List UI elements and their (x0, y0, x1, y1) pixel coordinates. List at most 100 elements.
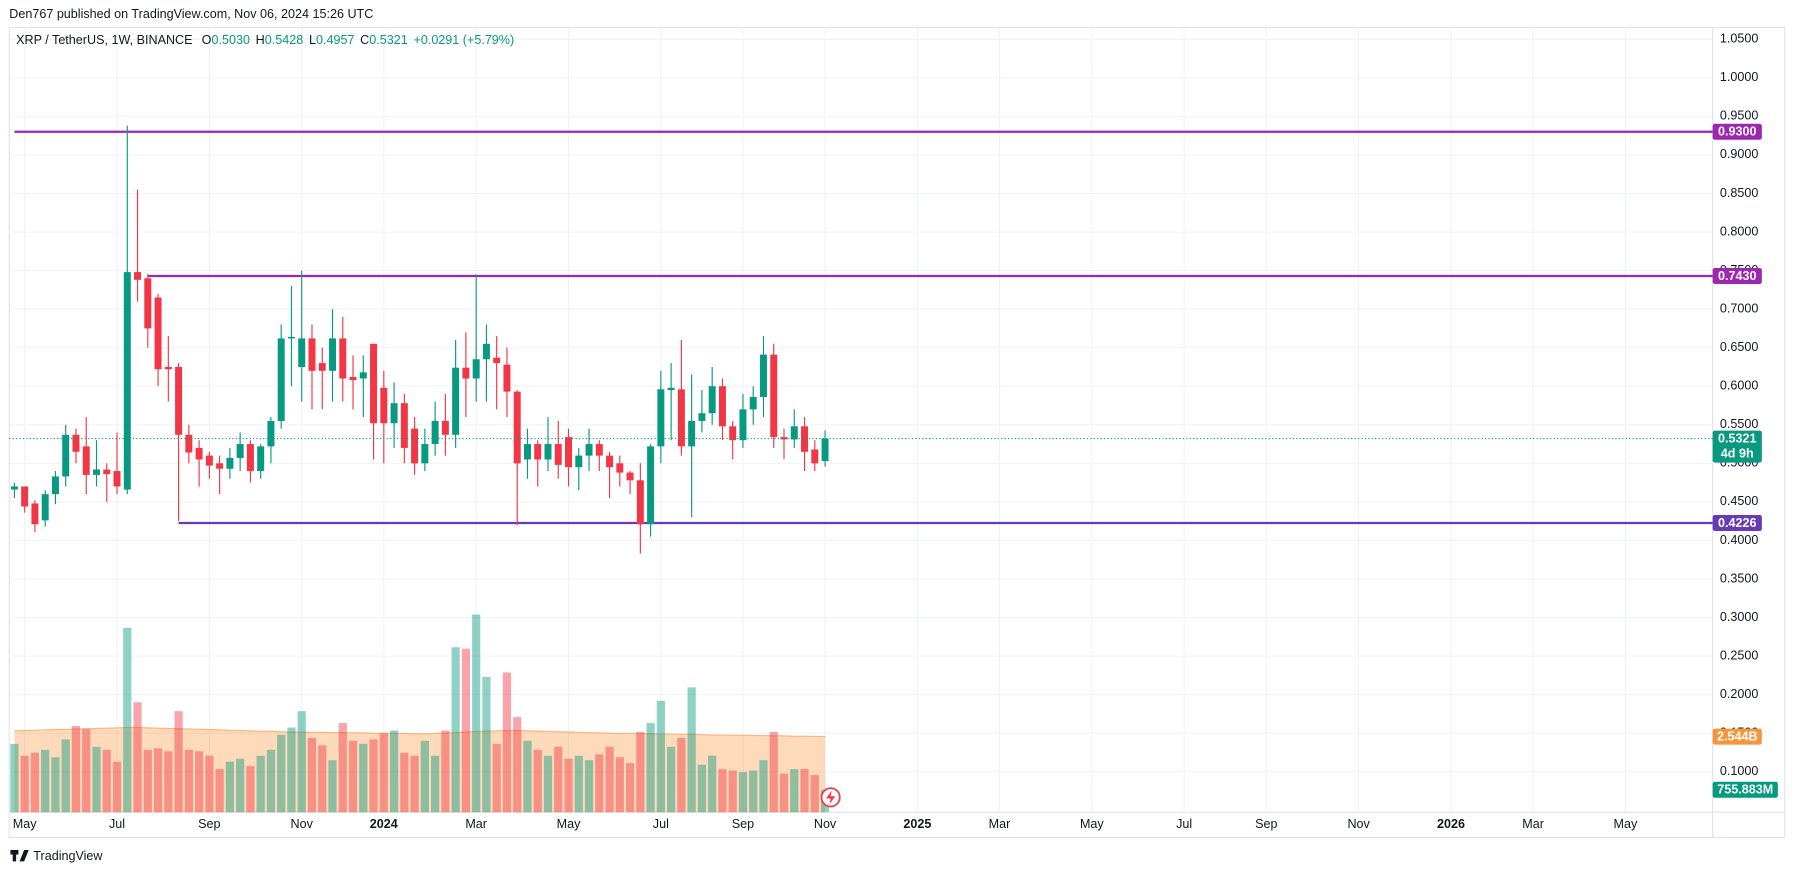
candle-body (93, 469, 100, 475)
candle-body (329, 338, 336, 371)
o-value: 0.5030 (211, 34, 249, 48)
candle-body (667, 387, 675, 391)
volume-bar (153, 748, 163, 813)
candle-body (431, 420, 439, 445)
volume-bar (133, 702, 142, 813)
plot: May Jul Sep Nov 2024 Mar May Jul Sep Nov 2025 Mar Ma… (9, 27, 1778, 831)
candle-body (72, 434, 80, 452)
x-tick-label: Sep (198, 817, 220, 831)
volume-bar (513, 717, 522, 813)
candle-body (729, 426, 737, 441)
candle-body (472, 359, 480, 379)
candle-body (113, 471, 121, 487)
volume-bar (20, 755, 29, 813)
volume-bar (82, 728, 91, 813)
volume-ma-label: 2.544B (1717, 730, 1758, 744)
volume-bar (656, 700, 665, 813)
frame (8, 26, 1786, 838)
volume-bar (420, 740, 429, 813)
symbol: XRP / TetherUS, 1W, BINANCE (16, 34, 192, 48)
candle-body (400, 403, 408, 448)
volume-bar (523, 740, 532, 813)
candle-body (718, 386, 726, 427)
candle-body (513, 391, 521, 464)
volume-bar (61, 739, 70, 813)
volume-bar (369, 739, 378, 813)
candle-body (677, 389, 685, 447)
candle-body (780, 437, 788, 440)
volume-bar (441, 730, 450, 813)
candle-body (626, 472, 634, 481)
x-tick-label: May (557, 817, 581, 831)
y-tick-label: 0.9500 (1720, 109, 1758, 123)
volume-bar (164, 751, 173, 813)
last-price-badge (1712, 430, 1762, 463)
candle-body (554, 444, 562, 465)
y-tick-label: 0.6000 (1720, 379, 1758, 393)
volume-bar (112, 761, 122, 813)
volume-bar (30, 752, 40, 813)
volume-bar (738, 772, 748, 813)
candle-body (411, 428, 419, 464)
candle-body (359, 372, 367, 379)
legend: XRP / TetherUS, 1W, BINANCE O0.5030 H0.542… (16, 34, 514, 48)
candle-body (318, 363, 326, 371)
publish-note: Den767 published on TradingView.com, Nov… (9, 7, 373, 21)
candle-body (246, 444, 254, 472)
candle-body (370, 343, 378, 424)
x-tick-label: Nov (291, 817, 314, 831)
y-tick-label: 0.4500 (1720, 494, 1758, 508)
volume-bar (708, 755, 717, 813)
candle-body (298, 338, 306, 367)
candle-body (801, 426, 809, 452)
volume-bar (584, 760, 594, 813)
volume-bar (564, 758, 573, 813)
candle-body (103, 469, 111, 475)
candle-body (698, 413, 706, 421)
candle-body (811, 449, 819, 464)
candle-body (688, 420, 696, 447)
volume-badge (1712, 781, 1778, 798)
volume-bar (728, 770, 737, 813)
y-tick-label: 0.5500 (1720, 417, 1758, 431)
candle-body (462, 367, 470, 379)
candle-body (185, 434, 193, 453)
candle-body (821, 438, 829, 462)
y-tick-label: 0.3000 (1720, 610, 1758, 624)
level-badge (1712, 123, 1762, 140)
candle-body (595, 444, 603, 456)
x-tick-label: 2024 (370, 817, 398, 831)
change: +0.0291 (+5.79%) (413, 34, 514, 48)
volume-bar (574, 755, 583, 813)
candle-body (390, 403, 398, 424)
logo-mark (12, 849, 17, 862)
candle-body (175, 366, 183, 435)
volume-bar (256, 755, 265, 813)
volume-bar (348, 740, 358, 813)
candle-body (257, 446, 265, 472)
candle-body (739, 409, 747, 441)
x-tick-label: Jul (653, 817, 669, 831)
y-tick-label: 0.3500 (1720, 571, 1758, 585)
candle-body (452, 367, 460, 435)
y-tick-label: 0.2500 (1720, 648, 1758, 662)
level-badge (1712, 267, 1762, 284)
volume-bar (184, 749, 193, 813)
level-label: 0.9300 (1718, 125, 1756, 139)
candle-body (493, 357, 501, 364)
volume-bar (687, 687, 696, 813)
l-value: 0.4957 (316, 34, 354, 48)
x-tick-label: Jul (109, 817, 125, 831)
volume-bar (287, 727, 296, 813)
volume-bar (195, 751, 204, 813)
last-price-label: 0.5321 (1718, 431, 1756, 445)
volume-bar (810, 775, 819, 813)
volume-ma-area (14, 727, 826, 813)
candle-body (421, 444, 429, 464)
candle-body (82, 446, 90, 475)
level-label: 0.4226 (1718, 516, 1756, 530)
candle-body (647, 446, 655, 525)
candle-body (267, 420, 275, 447)
candle-body (575, 455, 583, 468)
volume-bar (625, 763, 635, 813)
